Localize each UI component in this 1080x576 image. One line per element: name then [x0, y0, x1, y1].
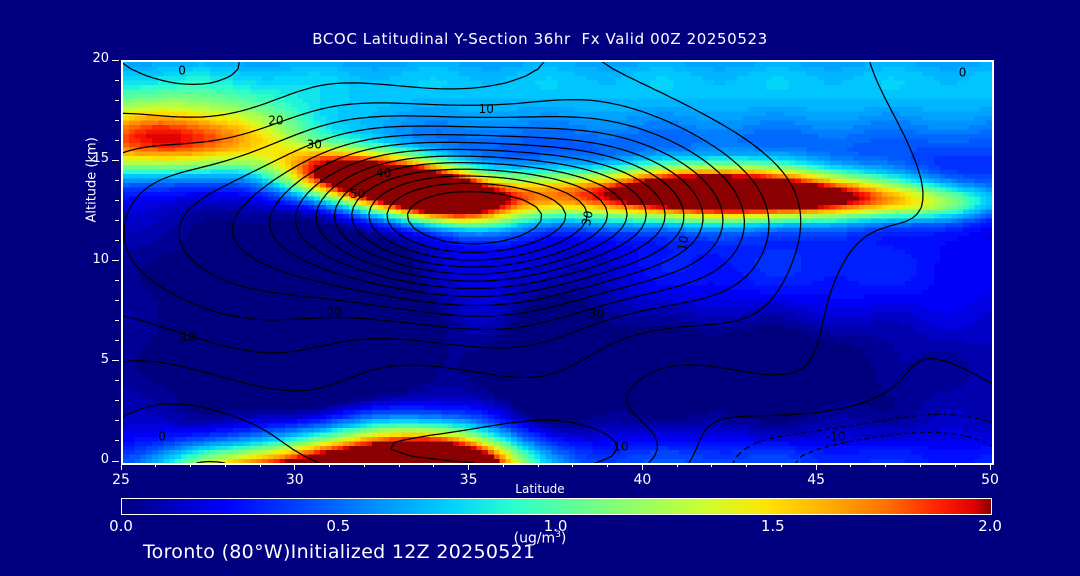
y-minor-tick — [115, 420, 119, 422]
x-tick-label: 45 — [807, 472, 826, 488]
colorbar-units-text: (ug/m — [513, 530, 556, 547]
x-minor-tick — [746, 463, 748, 467]
colorbar-tick-label: 0.0 — [109, 517, 133, 535]
x-minor-tick — [363, 463, 365, 467]
x-axis-title: Latitude — [515, 482, 565, 496]
x-minor-tick — [711, 463, 713, 467]
figure-title: BCOC Latitudinal Y-Section 36hr Fx Valid… — [312, 30, 768, 48]
colorbar-units: (ug/m3) — [0, 530, 1080, 547]
colorbar-gradient — [122, 499, 991, 514]
colorbar-units-close: ) — [560, 530, 567, 547]
y-minor-tick — [115, 239, 119, 241]
x-minor-tick — [155, 463, 157, 467]
x-tick-label: 50 — [981, 472, 999, 488]
x-major-tick — [120, 463, 122, 470]
plot-area: 0 0 10 20 30 40 50 30 10 20 30 10 0 10 -10 — [123, 62, 992, 463]
x-minor-tick — [502, 463, 504, 467]
y-minor-tick — [115, 380, 119, 382]
y-minor-tick — [115, 400, 119, 402]
plot-frame: 0 0 10 20 30 40 50 30 10 20 30 10 0 10 -10 — [121, 60, 994, 465]
y-tick-label: 20 — [92, 51, 109, 66]
x-minor-tick — [329, 463, 331, 467]
y-major-tick — [112, 260, 119, 261]
x-minor-tick — [780, 463, 782, 467]
y-minor-tick — [115, 199, 119, 201]
x-minor-tick — [607, 463, 609, 467]
colorbar-tick-label: 2.0 — [978, 517, 1002, 535]
x-major-tick — [468, 463, 470, 470]
y-tick-label: 5 — [100, 351, 109, 367]
x-minor-tick — [676, 463, 678, 467]
y-minor-tick — [115, 119, 119, 121]
y-minor-tick — [115, 320, 119, 322]
y-minor-tick — [115, 340, 119, 342]
x-minor-tick — [885, 463, 887, 467]
x-tick-label: 25 — [112, 472, 130, 488]
x-minor-tick — [850, 463, 852, 467]
x-minor-tick — [398, 463, 400, 467]
x-minor-tick — [919, 463, 921, 467]
x-major-tick — [294, 463, 296, 470]
colorbar-frame — [121, 498, 992, 515]
y-tick-label: 10 — [92, 251, 109, 267]
x-major-tick — [641, 463, 643, 470]
y-minor-tick — [115, 219, 119, 221]
colorbar-tick-label: 1.5 — [760, 517, 785, 535]
x-minor-tick — [259, 463, 261, 467]
x-minor-tick — [190, 463, 192, 467]
x-minor-tick — [433, 463, 435, 467]
y-major-tick — [112, 460, 119, 462]
colorbar-units-exponent: 3 — [555, 530, 561, 540]
colorbar-tick-label: 1.0 — [543, 517, 568, 535]
x-minor-tick — [537, 463, 539, 467]
x-tick-label: 35 — [459, 472, 478, 488]
x-tick-label: 30 — [285, 472, 304, 488]
y-major-tick — [112, 59, 119, 61]
y-tick-label: 15 — [92, 151, 109, 167]
y-major-tick — [112, 159, 119, 161]
x-tick-label: 40 — [633, 472, 652, 488]
x-minor-tick — [224, 463, 226, 467]
y-minor-tick — [115, 99, 119, 101]
x-minor-tick — [572, 463, 574, 467]
figure-caption: Toronto (80°W)Initialized 12Z 20250521 — [143, 541, 536, 563]
y-minor-tick — [115, 179, 119, 181]
x-major-tick — [815, 463, 817, 470]
x-minor-tick — [954, 463, 956, 467]
y-tick-label: 0 — [100, 452, 109, 467]
y-minor-tick — [115, 440, 119, 442]
colorbar-tick-label: 0.5 — [326, 517, 351, 535]
y-minor-tick — [115, 79, 119, 81]
y-major-tick — [112, 360, 119, 362]
y-minor-tick — [115, 139, 119, 141]
y-minor-tick — [115, 300, 119, 302]
x-major-tick — [989, 463, 991, 470]
y-minor-tick — [115, 280, 119, 282]
y-axis-title: Altitude (km) — [84, 137, 100, 223]
